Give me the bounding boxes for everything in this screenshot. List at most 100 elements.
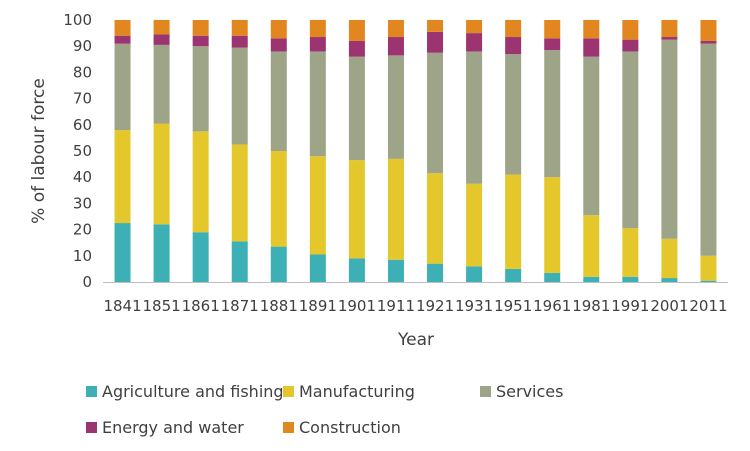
bar-segment [114, 20, 131, 36]
x-axis: 1841 1851 1861 1871 1881 1891 1901 1911 1921 1931… [103, 297, 727, 315]
x-tick-label: 1951 [494, 297, 532, 315]
x-tick-label: 2001 [650, 297, 688, 315]
x-tick-label: 2011 [689, 297, 727, 315]
bar-segment [661, 20, 678, 38]
bar-segment [114, 43, 131, 131]
bar-segment [114, 35, 131, 44]
bar-segment [583, 38, 600, 57]
bar-segment [466, 183, 483, 267]
bar-segment [466, 51, 483, 184]
bar-segment [309, 254, 326, 282]
bar-segment [622, 276, 639, 282]
bar-segment [505, 54, 522, 175]
bar-segment [192, 35, 209, 47]
y-tick-label: 60 [73, 116, 92, 134]
bar-segment [544, 38, 561, 51]
bar-segment [544, 272, 561, 282]
bars [114, 20, 717, 282]
bar-segment [544, 50, 561, 178]
bar-segment [583, 20, 600, 39]
bar-segment [544, 177, 561, 273]
bar-segment [270, 38, 287, 52]
bar-segment [114, 130, 131, 224]
bar-segment [348, 258, 365, 282]
bar-segment [700, 40, 717, 44]
bar-segment [700, 20, 717, 41]
bar-segment [622, 228, 639, 277]
bar-segment [505, 268, 522, 282]
x-tick-label: 1891 [299, 297, 337, 315]
bar-segment [505, 37, 522, 55]
bar-segment [427, 31, 444, 53]
bar-segment [270, 51, 287, 151]
bar-segment [309, 37, 326, 52]
x-tick-label: 1961 [533, 297, 571, 315]
bar-segment [114, 223, 131, 282]
bar-segment [700, 255, 717, 281]
x-tick-label: 1851 [143, 297, 181, 315]
y-axis-title: % of labour force [29, 78, 49, 224]
y-tick-label: 0 [82, 273, 92, 291]
bar-segment [192, 131, 209, 233]
x-tick-label: 1981 [572, 297, 610, 315]
x-tick-label: 1921 [416, 297, 454, 315]
bar-segment [348, 40, 365, 57]
bar-segment [387, 20, 404, 38]
bar-segment [466, 20, 483, 34]
bar-segment [387, 55, 404, 159]
y-tick-label: 10 [73, 247, 92, 265]
bar-segment [192, 20, 209, 36]
bar-segment [661, 37, 678, 40]
bar-segment [153, 224, 170, 282]
bar-segment [622, 51, 639, 229]
bar-segment [387, 37, 404, 56]
bar-segment [231, 144, 248, 242]
bar-segment [153, 34, 170, 45]
bar-segment [583, 56, 600, 216]
x-tick-label: 1991 [611, 297, 649, 315]
bar-segment [427, 52, 444, 174]
bar-segment [427, 20, 444, 32]
y-tick-label: 40 [73, 168, 92, 186]
bar-segment [270, 151, 287, 247]
bar-segment [387, 158, 404, 260]
bar-segment [270, 246, 287, 282]
bar-segment [153, 123, 170, 225]
y-axis-label: % of labour force [29, 78, 49, 224]
bar-segment [348, 56, 365, 161]
bar-segment [544, 20, 561, 39]
y-axis: 0 10 20 30 40 50 60 70 80 90 100 [63, 11, 92, 291]
bar-segment [661, 238, 678, 279]
bar-segment [270, 20, 287, 39]
bar-segment [309, 20, 326, 38]
y-tick-label: 30 [73, 194, 92, 212]
bar-segment [387, 259, 404, 282]
bar-segment [466, 266, 483, 282]
bar-segment [153, 44, 170, 124]
bar-segment [309, 51, 326, 157]
bar-segment [153, 20, 170, 35]
y-tick-label: 70 [73, 90, 92, 108]
x-tick-label: 1931 [455, 297, 493, 315]
bar-segment [505, 20, 522, 38]
bar-segment [348, 20, 365, 41]
y-tick-label: 50 [73, 142, 92, 160]
bar-segment [231, 35, 248, 48]
y-tick-label: 20 [73, 221, 92, 239]
bar-segment [622, 39, 639, 52]
bar-segment [309, 156, 326, 255]
x-tick-label: 1911 [377, 297, 415, 315]
bar-segment [231, 241, 248, 282]
x-axis-label: Year [397, 330, 434, 350]
y-tick-label: 100 [63, 11, 92, 29]
y-tick-label: 80 [73, 63, 92, 81]
x-tick-label: 1871 [221, 297, 259, 315]
y-tick-label: 90 [73, 37, 92, 55]
bar-segment [661, 278, 678, 282]
x-tick-label: 1881 [260, 297, 298, 315]
bar-segment [661, 39, 678, 239]
x-tick-label: 1901 [338, 297, 376, 315]
bar-segment [231, 20, 248, 36]
bar-segment [427, 173, 444, 264]
